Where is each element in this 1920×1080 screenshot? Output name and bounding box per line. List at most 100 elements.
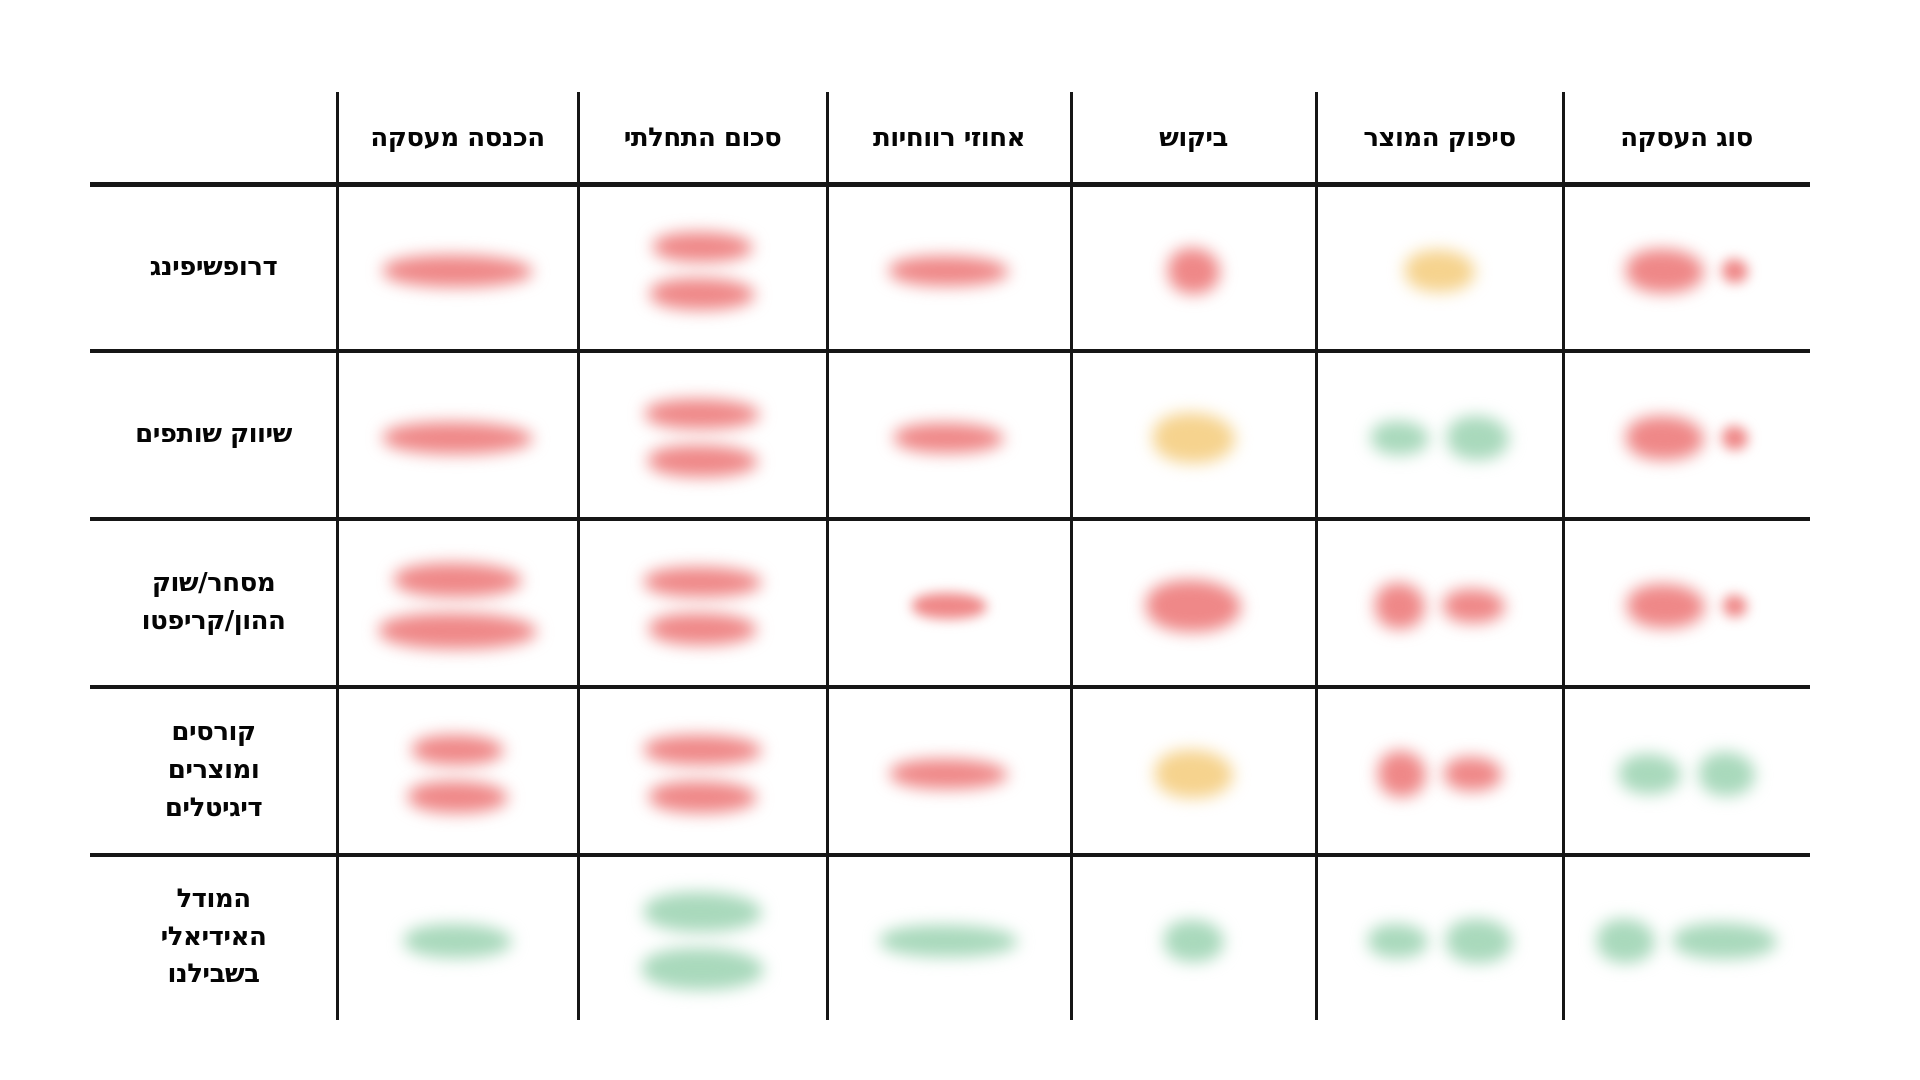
cell-trading-crypto-type: [1563, 519, 1810, 687]
cell-trading-crypto-demand: [1071, 519, 1316, 687]
column-header-income: הכנסה מעסקה: [370, 123, 545, 153]
redacted-value-blob: [393, 563, 522, 597]
cell-ideal-model-demand: [1071, 855, 1316, 1020]
redacted-value-blob: [1167, 247, 1220, 294]
redacted-line: [1377, 751, 1502, 797]
redacted-line: [1152, 413, 1235, 463]
row-label-affiliate: שיווק שותפים: [135, 419, 292, 450]
redacted-content: [890, 759, 1008, 789]
cell-dropshipping-income: [337, 184, 578, 351]
redacted-value-blob: [1618, 754, 1681, 794]
cell-trading-crypto-income: [337, 519, 578, 687]
redacted-value-blob: [890, 759, 1008, 789]
redacted-line: [643, 891, 762, 932]
redacted-value-blob: [894, 423, 1004, 453]
redacted-line: [378, 613, 537, 649]
redacted-line: [1367, 918, 1512, 963]
redacted-value-blob: [1698, 752, 1755, 796]
redacted-line: [911, 593, 987, 619]
redacted-line: [641, 947, 764, 990]
cell-trading-crypto-profit: [827, 519, 1071, 687]
redacted-content: [889, 255, 1009, 286]
redacted-line: [411, 735, 504, 765]
redacted-value-blob: [643, 567, 762, 597]
redacted-line: [890, 759, 1008, 789]
redacted-content: [645, 399, 760, 477]
redacted-line: [1625, 248, 1748, 293]
row-separator-line: [90, 685, 1810, 689]
table-grid: הכנסה מעסקה סכום התחלתי אחוזי רווחיות ביקוש…: [90, 92, 1810, 1020]
cell-ideal-model-type: [1563, 855, 1810, 1020]
cell-affiliate-income: [337, 351, 578, 519]
redacted-line: [643, 567, 762, 597]
redacted-line: [1596, 918, 1777, 963]
column-header-type: סוג העסקה: [1620, 123, 1753, 153]
redacted-value-blob: [1625, 248, 1704, 293]
cell-digital-products-profit: [827, 687, 1071, 855]
redacted-value-blob: [1370, 421, 1429, 455]
redacted-content: [641, 891, 764, 990]
row-label-digital-products: קורסים ומוצרים דיגיטלים: [164, 717, 263, 823]
redacted-line: [382, 422, 533, 454]
redacted-value-blob: [403, 923, 512, 958]
redacted-line: [393, 563, 522, 597]
redacted-content: [407, 735, 508, 813]
cell-dropshipping-demand: [1071, 184, 1316, 351]
redacted-content: [1626, 584, 1747, 628]
redacted-value-blob: [645, 399, 760, 429]
redacted-value-blob: [1146, 580, 1241, 632]
redacted-value-blob: [641, 947, 764, 990]
row-label-trading-crypto: מסחר/שוק ההון/קריפטו: [141, 568, 286, 636]
vertical-grid-line: [1069, 92, 1073, 1020]
comparison-table: הכנסה מעסקה סכום התחלתי אחוזי רווחיות ביקוש…: [90, 92, 1810, 1020]
redacted-value-blob: [1152, 413, 1235, 463]
redacted-content: [880, 924, 1018, 957]
row-label-dropshipping: דרופשיפינג: [149, 251, 278, 282]
redacted-value-blob: [1374, 583, 1425, 629]
redacted-content: [1404, 249, 1475, 292]
redacted-value-blob: [1445, 918, 1512, 963]
cell-ideal-model-income: [337, 855, 578, 1020]
redacted-line: [1626, 584, 1747, 628]
redacted-line: [1167, 247, 1220, 294]
redacted-line: [407, 781, 508, 813]
redacted-value-blob: [1163, 919, 1224, 962]
redacted-content: [1367, 918, 1512, 963]
redacted-content: [1625, 416, 1748, 460]
redacted-line: [652, 231, 753, 262]
redacted-value-blob: [648, 613, 757, 645]
redacted-content: [403, 923, 512, 958]
redacted-value-blob: [652, 231, 753, 262]
cell-digital-products-fulfillment: [1316, 687, 1563, 855]
redacted-content: [1374, 583, 1505, 629]
redacted-content: [1377, 751, 1502, 797]
redacted-line: [880, 924, 1018, 957]
redacted-content: [1163, 919, 1224, 962]
cell-affiliate-profit: [827, 351, 1071, 519]
redacted-line: [648, 613, 757, 645]
redacted-line: [1374, 583, 1505, 629]
vertical-grid-line: [576, 92, 580, 1020]
redacted-content: [650, 231, 755, 310]
redacted-content: [1146, 580, 1241, 632]
redacted-value-blob: [407, 781, 508, 813]
redacted-value-blob: [1367, 923, 1428, 958]
redacted-content: [1596, 918, 1777, 963]
redacted-value-blob: [411, 735, 504, 765]
redacted-content: [382, 422, 533, 454]
redacted-value-blob: [880, 924, 1018, 957]
cell-dropshipping-initial: [578, 184, 827, 351]
redacted-content: [382, 254, 533, 287]
redacted-value-blob: [1721, 426, 1748, 450]
cell-trading-crypto-fulfillment: [1316, 519, 1563, 687]
redacted-value-blob: [1626, 584, 1705, 628]
row-label-ideal-model: המודל האידיאלי בשבילנו: [160, 883, 267, 990]
redacted-value-blob: [1404, 249, 1475, 292]
cell-trading-crypto-initial: [578, 519, 827, 687]
redacted-content: [1154, 750, 1233, 798]
column-header-fulfillment: סיפוק המוצר: [1363, 123, 1516, 153]
row-separator-line: [90, 349, 1810, 353]
redacted-value-blob: [1596, 918, 1655, 963]
redacted-value-blob: [378, 613, 537, 649]
vertical-grid-line: [825, 92, 829, 1020]
